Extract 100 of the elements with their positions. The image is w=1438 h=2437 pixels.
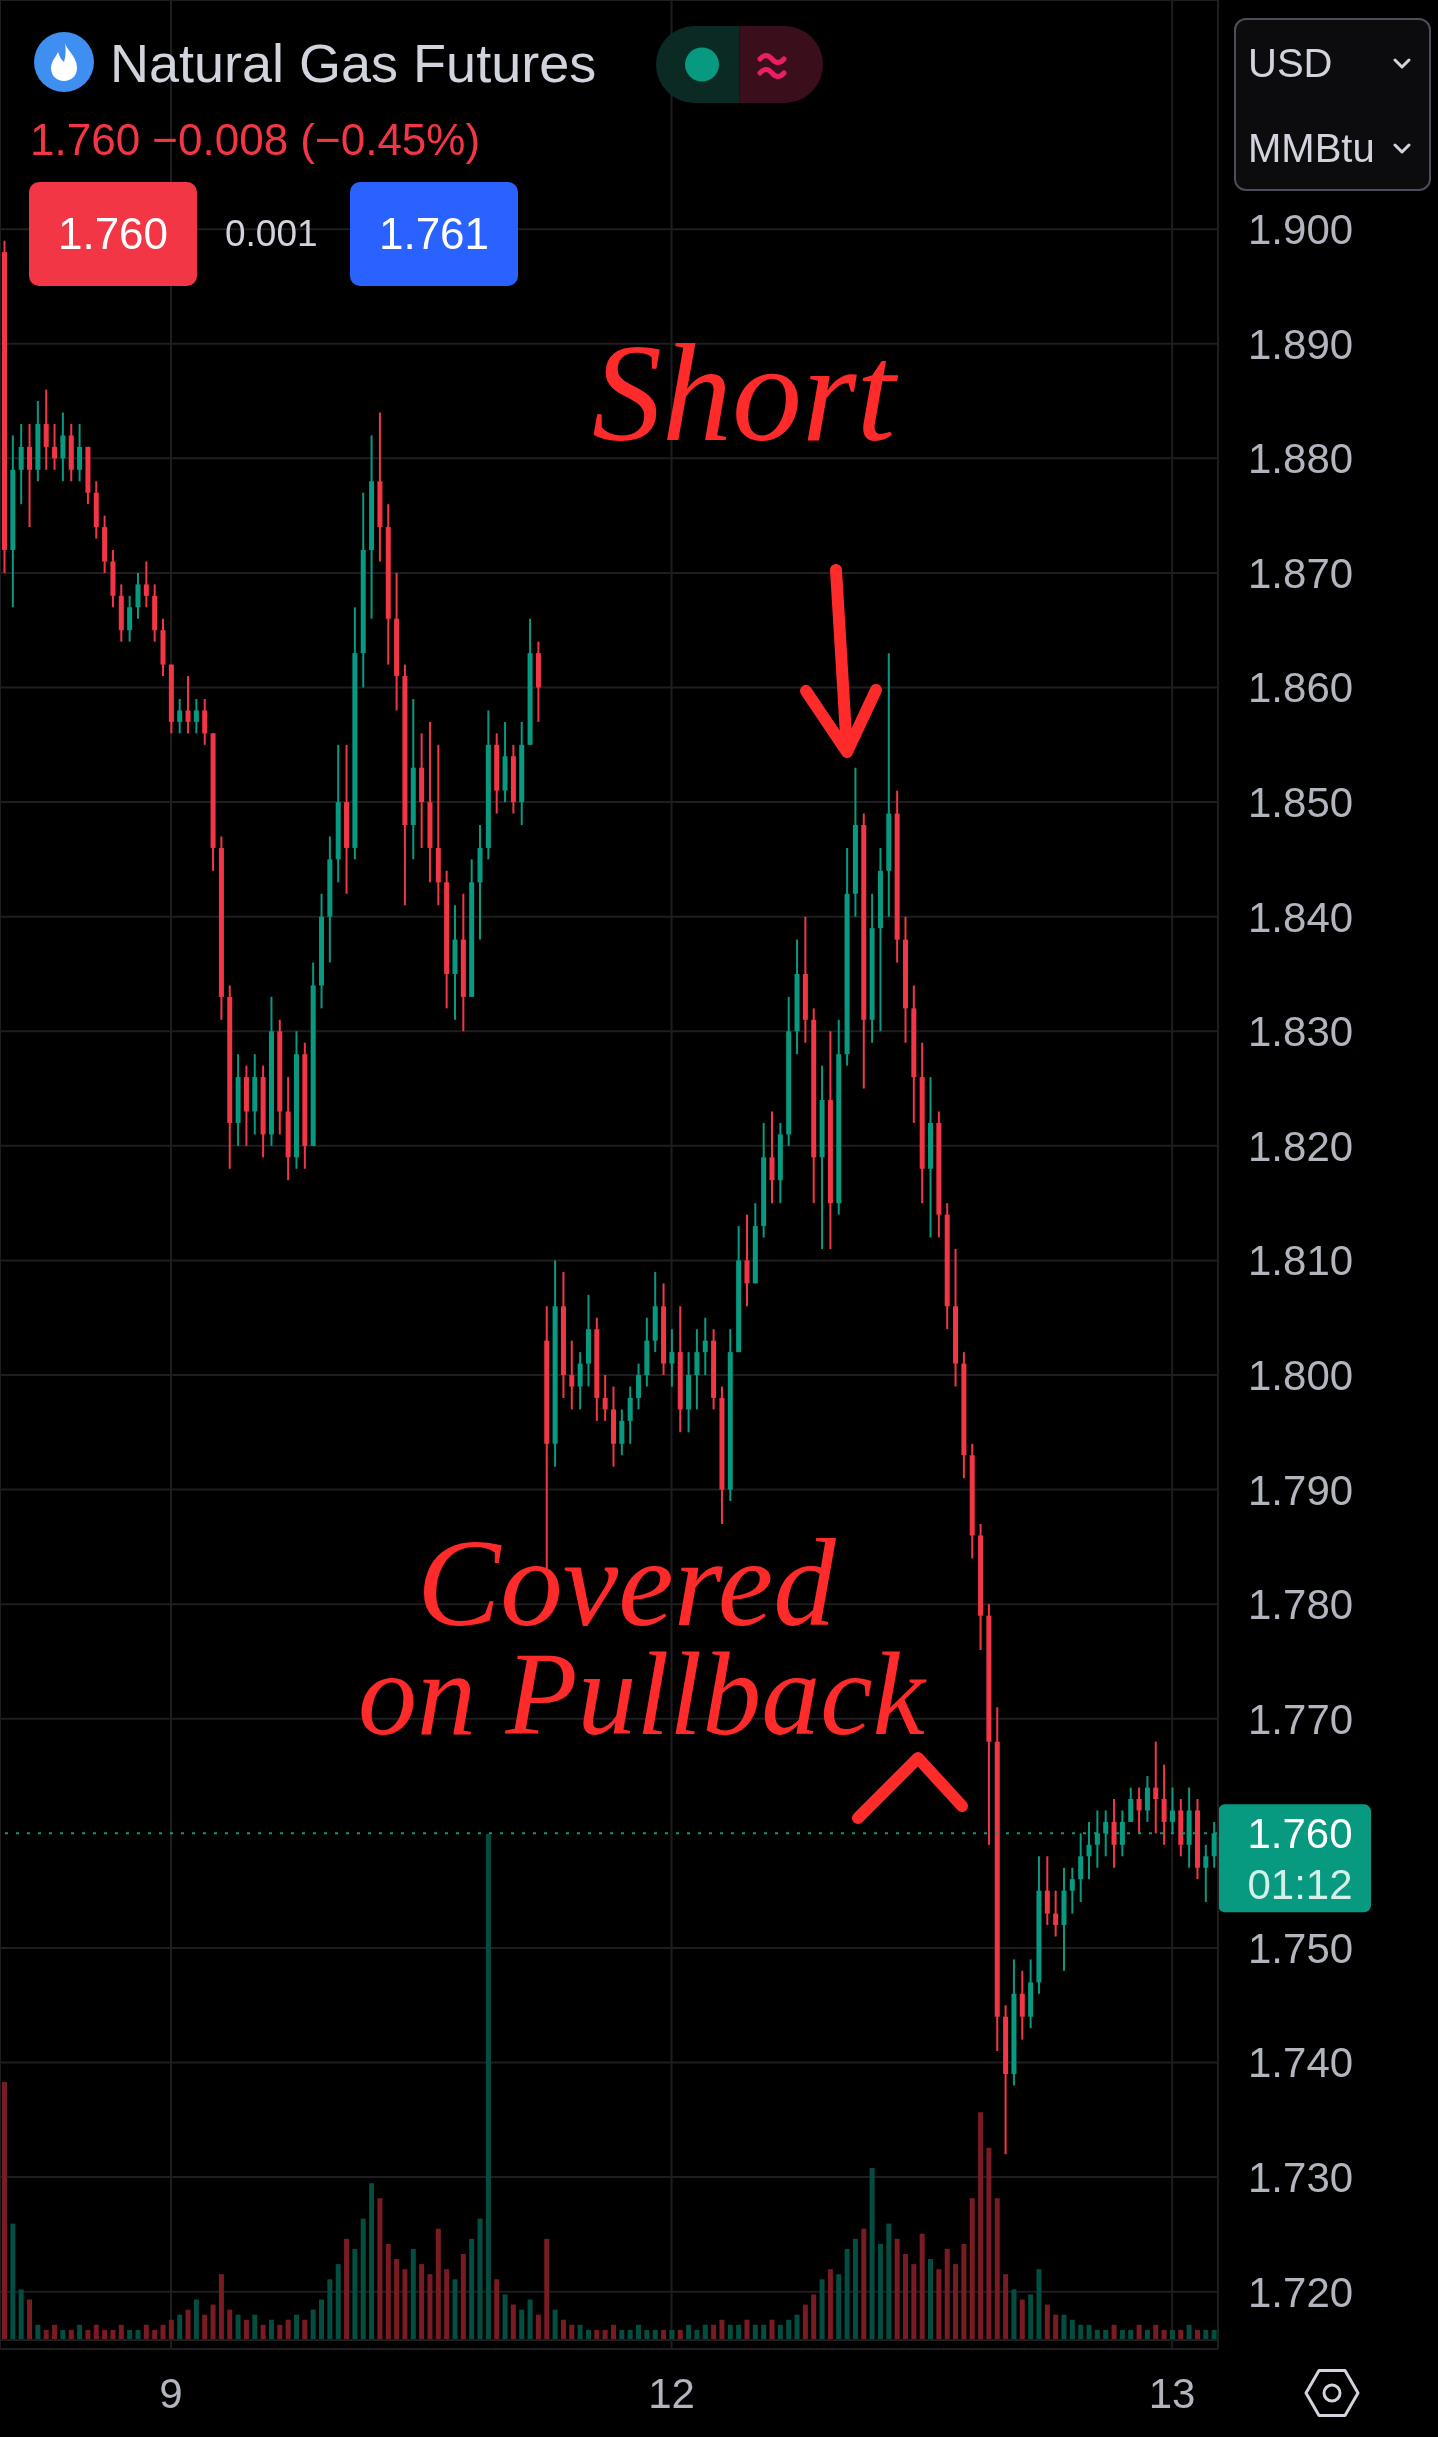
candlestick [569, 1339, 575, 1411]
bar [886, 2223, 892, 2340]
candlestick [77, 422, 83, 483]
bar [143, 2324, 149, 2340]
bar [460, 2253, 466, 2340]
bar [852, 2238, 858, 2340]
candlestick [143, 560, 149, 609]
bar [569, 2324, 575, 2340]
candlestick [744, 1213, 750, 1308]
candlestick [1203, 1843, 1209, 1904]
bar [394, 2259, 400, 2340]
bar [961, 2243, 967, 2340]
bar [869, 2167, 875, 2340]
candlestick [27, 422, 33, 529]
bar [861, 2228, 867, 2340]
y-tick-label: 1.800 [1248, 1351, 1354, 1399]
bar [1186, 2324, 1192, 2340]
bar [344, 2238, 350, 2340]
candlestick [202, 697, 208, 746]
bar [227, 2309, 233, 2340]
y-tick-label: 1.720 [1248, 2268, 1354, 2316]
bar [243, 2319, 249, 2340]
y-tick-label: 1.770 [1248, 1695, 1354, 1743]
bar [1086, 2324, 1092, 2340]
bar [611, 2324, 616, 2340]
bar [202, 2314, 208, 2340]
candlestick [52, 422, 58, 471]
bar [18, 2289, 24, 2340]
price-button: 1.760 [29, 182, 197, 286]
x-tick-label: 13 [1148, 2369, 1196, 2417]
bar [819, 2279, 825, 2340]
bar [177, 2314, 183, 2340]
bar [118, 2324, 124, 2340]
bar [953, 2264, 959, 2340]
annotation: 1.760 [57, 209, 169, 258]
bar [185, 2309, 191, 2340]
bar [777, 2324, 783, 2340]
candlestick [177, 697, 183, 735]
candlestick [43, 388, 49, 471]
bar [994, 2198, 1000, 2340]
candlestick [669, 1328, 675, 1388]
y-tick-label: 1.880 [1248, 435, 1354, 483]
bar [277, 2324, 283, 2340]
bar [702, 2324, 708, 2340]
bar [444, 2269, 450, 2340]
candlestick [185, 675, 191, 735]
bar [10, 2223, 16, 2340]
bar [811, 2294, 817, 2340]
bar [369, 2183, 375, 2340]
bar [1136, 2324, 1142, 2340]
bar [944, 2248, 950, 2340]
candlestick [1136, 1786, 1142, 1835]
bar [1111, 2324, 1117, 2340]
candlestick [60, 411, 66, 483]
y-tick-label: 1.790 [1248, 1466, 1354, 1514]
bar [319, 2299, 325, 2340]
bar [911, 2264, 917, 2340]
bar [168, 2319, 174, 2340]
bar [894, 2238, 900, 2340]
candlestick [1044, 1855, 1050, 1927]
y-tick-label: 1.810 [1248, 1237, 1354, 1285]
bar [35, 2324, 41, 2340]
text: Natural Gas Futures [110, 33, 597, 93]
bar [769, 2319, 775, 2340]
y-tick-label: 1.890 [1248, 320, 1354, 368]
candlestick [1086, 1820, 1092, 1881]
bar [1078, 2324, 1084, 2340]
y-tick-label: 1.850 [1248, 779, 1354, 827]
bar [552, 2309, 558, 2340]
candlestick [602, 1374, 608, 1422]
bar [1011, 2289, 1017, 2340]
bar [210, 2304, 216, 2340]
bar [1036, 2269, 1042, 2340]
bar [727, 2324, 733, 2340]
annotation: 1.761 [378, 209, 490, 258]
candlestick [135, 571, 141, 620]
bar [160, 2324, 166, 2340]
bar [268, 2319, 274, 2340]
bar [744, 2319, 750, 2340]
bar [52, 2324, 58, 2340]
ref-line-label: 1.760 [1247, 1809, 1353, 1857]
candlestick [627, 1385, 633, 1445]
y-tick-label: 1.830 [1248, 1008, 1354, 1056]
bar [510, 2304, 516, 2340]
candlestick [1161, 1763, 1167, 1846]
bar [711, 2324, 717, 2340]
candlestick [18, 422, 24, 506]
bar [928, 2259, 934, 2340]
y-tick-label: 1.750 [1248, 1924, 1354, 1972]
bar [919, 2233, 925, 2340]
bar [77, 2324, 83, 2340]
bar [293, 2314, 299, 2340]
y-tick-label: 1.900 [1248, 206, 1354, 254]
candlestick [1153, 1740, 1159, 1835]
candlestick [1128, 1786, 1134, 1823]
bar [1069, 2319, 1075, 2340]
bar [310, 2309, 316, 2340]
y-tick-label: 1.780 [1248, 1581, 1354, 1629]
bar [1028, 2294, 1034, 2340]
bar [761, 2324, 767, 2340]
